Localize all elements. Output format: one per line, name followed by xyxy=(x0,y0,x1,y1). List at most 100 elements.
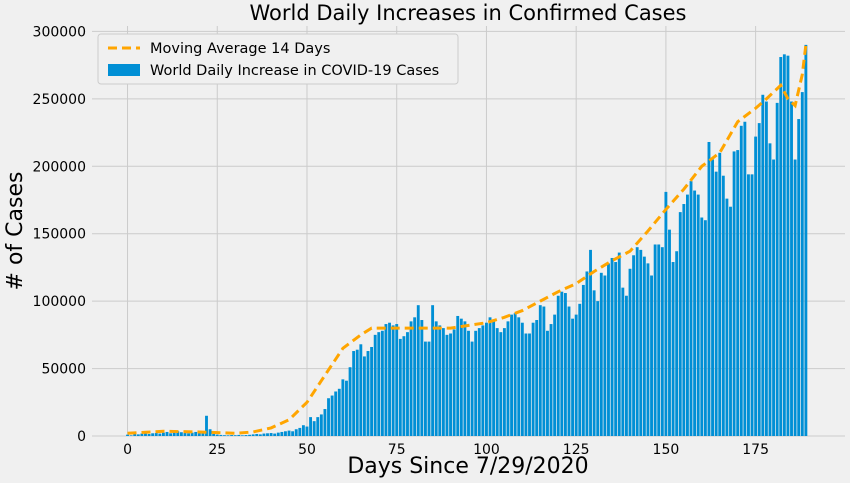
bar xyxy=(499,332,503,436)
bar xyxy=(714,171,718,436)
bar xyxy=(183,431,187,436)
bar xyxy=(599,272,603,436)
bar xyxy=(524,333,528,436)
bar xyxy=(126,434,129,436)
bar xyxy=(441,328,445,436)
bar xyxy=(391,325,395,436)
x-tick-label: 50 xyxy=(298,442,316,458)
bar xyxy=(772,159,776,437)
legend-swatch xyxy=(108,64,140,76)
bar xyxy=(255,433,259,436)
bar xyxy=(585,271,589,436)
bar xyxy=(337,388,341,436)
bar xyxy=(362,356,366,436)
bar xyxy=(312,421,316,436)
bar xyxy=(409,321,413,436)
bar xyxy=(660,247,664,436)
bar xyxy=(621,287,625,436)
bar xyxy=(319,414,323,436)
bar xyxy=(747,174,750,436)
x-tick-label: 25 xyxy=(208,442,226,458)
bar xyxy=(592,290,596,436)
bar xyxy=(474,330,478,436)
bar xyxy=(596,301,600,436)
bar xyxy=(477,328,481,436)
bar xyxy=(352,351,356,436)
bar xyxy=(420,320,424,436)
bar xyxy=(642,256,646,436)
bar xyxy=(635,247,639,436)
bar xyxy=(757,123,761,437)
moving-average-line xyxy=(127,44,808,435)
bar xyxy=(538,305,542,436)
bar xyxy=(775,102,779,436)
bar xyxy=(531,322,535,436)
bar xyxy=(513,313,517,436)
bar xyxy=(212,433,216,436)
bar xyxy=(675,251,679,436)
bar xyxy=(535,320,539,436)
bar xyxy=(165,431,169,436)
y-tick-label: 300000 xyxy=(33,24,86,40)
bar xyxy=(528,333,531,436)
bar xyxy=(632,255,636,436)
bar xyxy=(172,432,176,436)
bar xyxy=(345,380,348,436)
bar xyxy=(284,431,287,436)
x-tick-label: 150 xyxy=(653,442,680,458)
bar xyxy=(556,295,560,436)
bar xyxy=(768,143,772,437)
bar xyxy=(589,249,592,436)
legend: Moving Average 14 Days World Daily Increa… xyxy=(97,33,459,85)
legend-label: World Daily Increase in COVID-19 Cases xyxy=(150,63,439,79)
bar xyxy=(406,332,409,436)
bar xyxy=(517,317,521,436)
bar xyxy=(696,194,700,436)
bar xyxy=(764,101,768,437)
bar xyxy=(298,427,302,436)
bar xyxy=(646,263,650,436)
bar xyxy=(700,217,704,436)
bar xyxy=(563,293,567,436)
bar xyxy=(190,432,194,436)
x-tick-label: 0 xyxy=(123,442,132,458)
bar xyxy=(495,328,499,436)
bar xyxy=(287,430,291,436)
bar xyxy=(718,152,722,437)
bar xyxy=(438,325,442,436)
bar xyxy=(693,190,697,436)
bar xyxy=(398,338,402,436)
bar xyxy=(603,275,607,436)
bar xyxy=(485,322,488,436)
bar xyxy=(262,433,266,436)
bar xyxy=(664,191,668,436)
y-tick-label: 200000 xyxy=(33,159,86,175)
bar xyxy=(359,344,363,436)
bar xyxy=(678,212,682,436)
bar xyxy=(650,275,653,436)
bar xyxy=(639,249,643,436)
bar xyxy=(233,435,237,436)
bar xyxy=(161,432,165,436)
bar xyxy=(578,303,582,436)
bar xyxy=(721,175,725,436)
bar xyxy=(707,141,711,436)
bar xyxy=(463,321,467,436)
bar xyxy=(380,330,384,436)
bar xyxy=(258,434,262,436)
bar xyxy=(502,328,506,436)
bar xyxy=(294,429,298,436)
bar xyxy=(334,391,338,436)
bar xyxy=(703,220,707,436)
bar xyxy=(237,434,241,436)
bar xyxy=(607,263,610,436)
x-tick-label: 175 xyxy=(742,442,769,458)
bar xyxy=(492,321,496,436)
bar xyxy=(413,317,417,436)
bar xyxy=(416,305,420,436)
bar xyxy=(144,432,147,436)
x-tick-label: 125 xyxy=(563,442,590,458)
bar xyxy=(230,435,234,436)
y-axis-label: # of Cases xyxy=(3,172,28,291)
bar xyxy=(750,174,754,436)
